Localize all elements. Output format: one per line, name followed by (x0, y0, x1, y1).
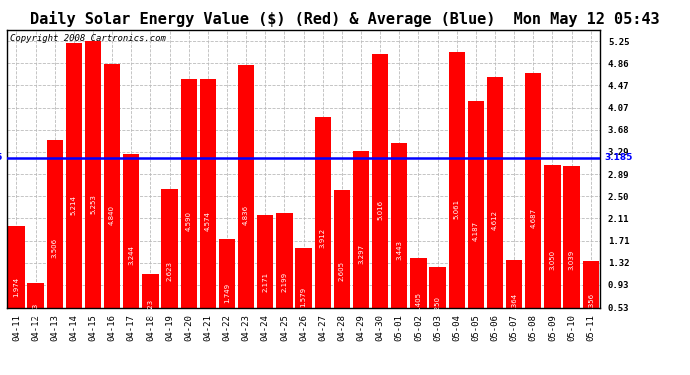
Text: 5.214: 5.214 (71, 195, 77, 215)
Bar (85, 41, 101, 338)
Bar (66, 43, 82, 338)
Text: 2.199: 2.199 (282, 272, 288, 292)
Bar (391, 143, 407, 338)
Text: 0.963: 0.963 (32, 303, 39, 323)
Bar (257, 215, 273, 338)
Bar (506, 261, 522, 338)
Text: 3.244: 3.244 (128, 245, 135, 265)
Bar (315, 117, 331, 338)
Bar (487, 77, 503, 338)
Bar (161, 189, 178, 338)
Bar (582, 261, 599, 338)
Text: 3.443: 3.443 (396, 240, 402, 260)
Text: 2.623: 2.623 (166, 261, 172, 281)
Bar (181, 78, 197, 338)
Bar (219, 239, 235, 338)
Text: 2.605: 2.605 (339, 261, 345, 281)
Text: Copyright 2008 Cartronics.com: Copyright 2008 Cartronics.com (10, 34, 166, 43)
Bar (124, 154, 139, 338)
Text: 1.579: 1.579 (301, 287, 306, 308)
Bar (276, 213, 293, 338)
Bar (411, 258, 426, 338)
Text: 1.123: 1.123 (148, 299, 153, 319)
Bar (8, 226, 25, 338)
Text: 4.187: 4.187 (473, 221, 479, 241)
Text: 4.840: 4.840 (109, 204, 115, 225)
Bar (238, 64, 255, 338)
Bar (295, 248, 312, 338)
Bar (334, 190, 350, 338)
Text: 1.974: 1.974 (14, 277, 19, 297)
Text: 3.506: 3.506 (52, 238, 58, 258)
Text: 4.687: 4.687 (531, 209, 536, 228)
Text: 5.016: 5.016 (377, 200, 383, 220)
Bar (448, 52, 465, 338)
Bar (544, 165, 560, 338)
Text: 4.836: 4.836 (243, 205, 249, 225)
Text: 1.250: 1.250 (435, 296, 441, 316)
Text: 1.356: 1.356 (588, 293, 593, 313)
Text: 4.574: 4.574 (205, 211, 211, 231)
Text: 4.612: 4.612 (492, 210, 498, 230)
Text: 4.590: 4.590 (186, 211, 192, 231)
Bar (142, 274, 159, 338)
Text: 3.050: 3.050 (549, 250, 555, 270)
Text: 1.405: 1.405 (415, 292, 422, 312)
Text: 1.749: 1.749 (224, 283, 230, 303)
Bar (28, 283, 43, 338)
Text: 1.364: 1.364 (511, 293, 518, 313)
Text: 2.171: 2.171 (262, 272, 268, 292)
Text: 3.039: 3.039 (569, 250, 575, 270)
Text: 3.912: 3.912 (319, 228, 326, 248)
Text: 5.061: 5.061 (454, 199, 460, 219)
Bar (564, 166, 580, 338)
Bar (47, 140, 63, 338)
Bar (200, 80, 216, 338)
Bar (372, 54, 388, 338)
Text: 5.253: 5.253 (90, 194, 96, 214)
Bar (104, 64, 120, 338)
Bar (468, 101, 484, 338)
Text: 3.185: 3.185 (604, 153, 633, 162)
Text: 3.297: 3.297 (358, 244, 364, 264)
Bar (429, 267, 446, 338)
Bar (353, 152, 369, 338)
Bar (525, 73, 542, 338)
Text: Daily Solar Energy Value ($) (Red) & Average (Blue)  Mon May 12 05:43: Daily Solar Energy Value ($) (Red) & Ave… (30, 11, 660, 27)
Text: 3.185: 3.185 (0, 153, 3, 162)
